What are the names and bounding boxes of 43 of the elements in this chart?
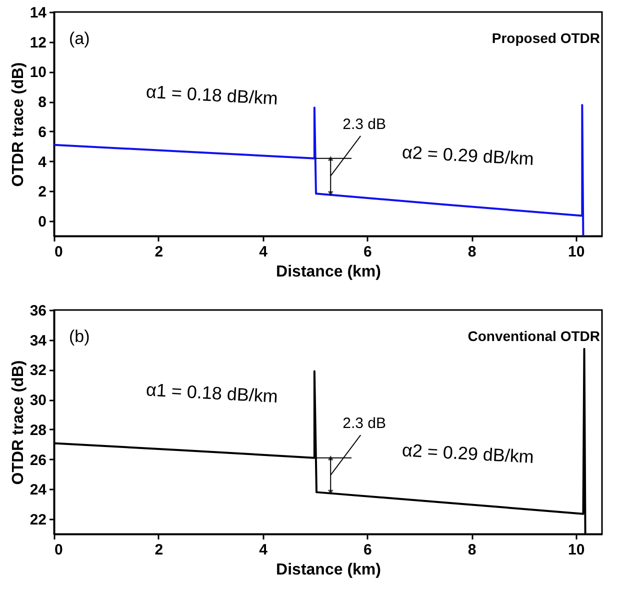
annotation: Conventional OTDR: [468, 328, 600, 344]
x-tick-label: 4: [259, 542, 268, 558]
x-tick-label: 8: [468, 244, 476, 260]
x-tick-label: 0: [54, 244, 63, 260]
y-tick-label: 14: [30, 4, 48, 22]
x-tick-label: 2: [154, 542, 164, 558]
x-tick-label: 0: [54, 542, 63, 558]
x-tick-label: 8: [468, 542, 476, 558]
x-tick-label: 4: [259, 244, 268, 260]
y-tick-label: 22: [30, 512, 46, 529]
y-axis-title: OTDR trace (dB): [10, 360, 27, 485]
annotation: (a): [69, 29, 90, 48]
x-tick-label: 6: [363, 244, 372, 260]
y-tick-label: 4: [38, 154, 48, 171]
y-tick-label: 10: [30, 64, 46, 82]
y-tick-label: 32: [30, 362, 46, 380]
y-tick-label: 30: [30, 392, 46, 410]
y-tick-label: 8: [38, 94, 46, 112]
y-axis-title: OTDR trace (dB): [10, 62, 27, 187]
annotation: (b): [69, 327, 90, 346]
x-tick-label: 6: [363, 542, 372, 558]
annotation: α2 = 0.29 dB/km: [402, 440, 534, 468]
x-tick-label: 10: [568, 542, 585, 558]
y-tick-label: 34: [30, 332, 48, 350]
annotation: α1 = 0.18 dB/km: [146, 82, 278, 109]
y-tick-label: 12: [30, 34, 46, 52]
annotation: 2.3 dB: [342, 415, 386, 432]
annotation: α1 = 0.18 dB/km: [146, 380, 278, 407]
annotation: Proposed OTDR: [492, 30, 600, 46]
x-axis-title: Distance (km): [276, 562, 381, 578]
y-tick-label: 24: [30, 482, 48, 499]
annotation: α2 = 0.29 dB/km: [402, 142, 534, 170]
y-tick-label: 2: [38, 184, 46, 201]
y-tick-label: 36: [30, 302, 46, 320]
x-tick-label: 2: [154, 244, 164, 260]
x-axis-title: Distance (km): [276, 264, 381, 280]
y-tick-label: 0: [38, 214, 46, 231]
y-tick-label: 26: [30, 452, 46, 469]
line-series: [54, 104, 584, 236]
y-tick-label: 6: [38, 124, 46, 141]
annotation: 2.3 dB: [342, 116, 386, 133]
y-tick-label: 28: [30, 422, 46, 439]
x-tick-label: 10: [568, 244, 585, 260]
